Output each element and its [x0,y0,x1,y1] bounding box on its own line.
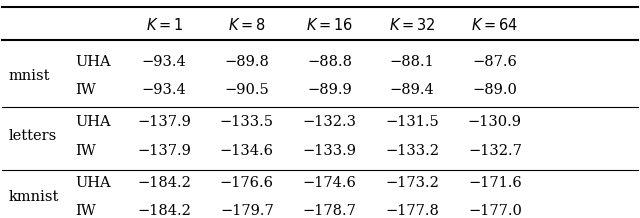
Text: IW: IW [76,144,96,158]
Text: −87.6: −87.6 [472,55,517,69]
Text: $K=32$: $K=32$ [389,17,436,33]
Text: −93.4: −93.4 [142,83,187,97]
Text: −184.2: −184.2 [138,204,191,218]
Text: letters: letters [8,129,57,143]
Text: UHA: UHA [76,176,111,190]
Text: −132.3: −132.3 [303,115,356,129]
Text: kmnist: kmnist [8,190,59,204]
Text: −133.9: −133.9 [303,144,356,158]
Text: −130.9: −130.9 [468,115,522,129]
Text: −137.9: −137.9 [138,144,191,158]
Text: UHA: UHA [76,115,111,129]
Text: −134.6: −134.6 [220,144,274,158]
Text: −89.9: −89.9 [307,83,352,97]
Text: −178.7: −178.7 [303,204,356,218]
Text: −179.7: −179.7 [220,204,274,218]
Text: −90.5: −90.5 [225,83,269,97]
Text: −133.5: −133.5 [220,115,274,129]
Text: −132.7: −132.7 [468,144,522,158]
Text: −173.2: −173.2 [385,176,439,190]
Text: −177.0: −177.0 [468,204,522,218]
Text: −89.0: −89.0 [472,83,517,97]
Text: $K=16$: $K=16$ [306,17,353,33]
Text: −131.5: −131.5 [385,115,439,129]
Text: $K=8$: $K=8$ [228,17,266,33]
Text: −133.2: −133.2 [385,144,439,158]
Text: $K=1$: $K=1$ [145,17,183,33]
Text: −174.6: −174.6 [303,176,356,190]
Text: IW: IW [76,83,96,97]
Text: UHA: UHA [76,55,111,69]
Text: −171.6: −171.6 [468,176,522,190]
Text: mnist: mnist [8,69,50,83]
Text: −137.9: −137.9 [138,115,191,129]
Text: −176.6: −176.6 [220,176,274,190]
Text: −89.8: −89.8 [225,55,269,69]
Text: $K=64$: $K=64$ [471,17,518,33]
Text: IW: IW [76,204,96,218]
Text: −93.4: −93.4 [142,55,187,69]
Text: −88.8: −88.8 [307,55,352,69]
Text: −88.1: −88.1 [390,55,435,69]
Text: −177.8: −177.8 [385,204,439,218]
Text: −184.2: −184.2 [138,176,191,190]
Text: −89.4: −89.4 [390,83,435,97]
